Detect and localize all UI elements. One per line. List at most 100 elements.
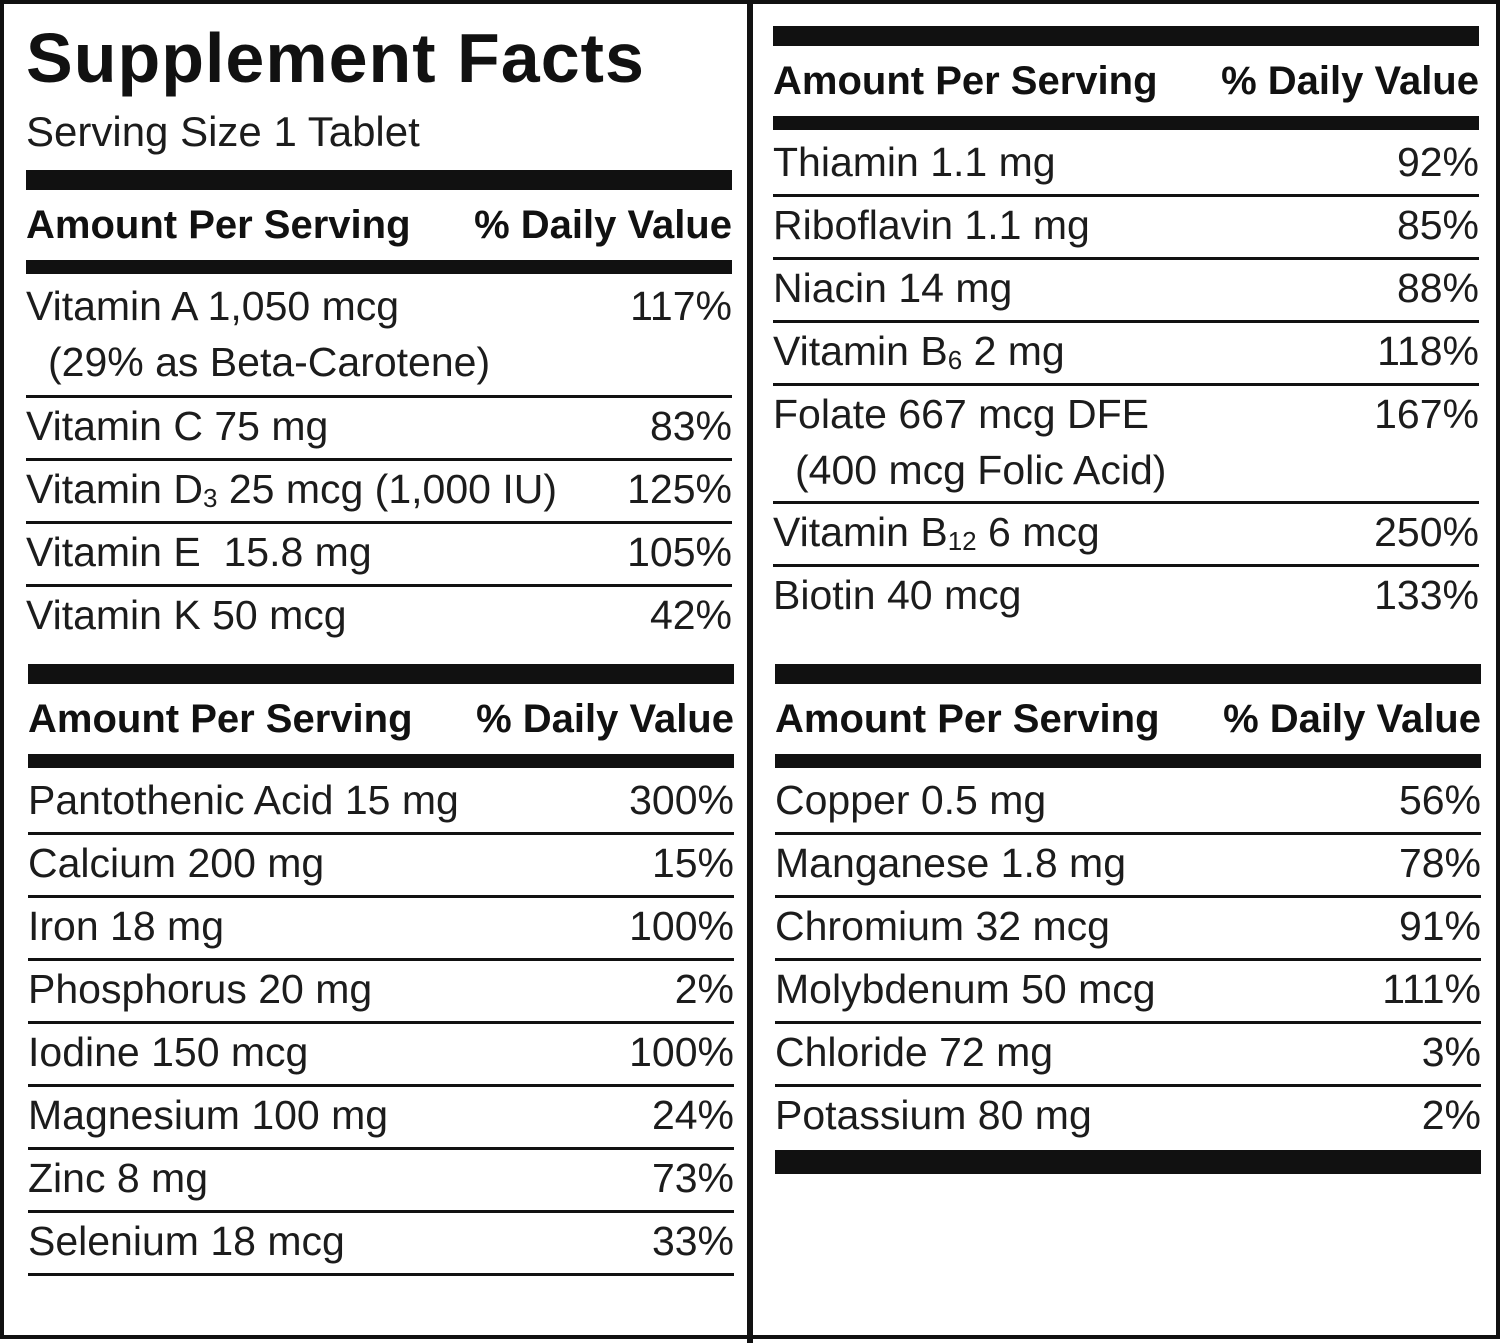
daily-value-header: % Daily Value xyxy=(1223,696,1481,741)
nutrient-name-cell: Vitamin C 75 mg xyxy=(26,398,328,454)
nutrient-name: Vitamin K 50 mcg xyxy=(26,592,347,638)
amount-header: Amount Per Serving xyxy=(775,696,1160,741)
nutrient-row: Magnesium 100 mg 24% xyxy=(28,1087,734,1150)
nutrient-row: Molybdenum 50 mcg 111% xyxy=(775,961,1481,1024)
section-header: Amount Per Serving % Daily Value xyxy=(26,194,732,256)
nutrient-name-cell: Pantothenic Acid 15 mg xyxy=(28,772,459,828)
nutrient-row: Vitamin K 50 mcg 42% xyxy=(26,587,732,650)
nutrient-name-cell: Biotin 40 mcg xyxy=(773,567,1021,623)
daily-value: 85% xyxy=(1396,202,1479,248)
nutrient-name: Folate 667 mcg DFE xyxy=(773,391,1149,437)
daily-value: 33% xyxy=(651,1218,734,1264)
medium-rule xyxy=(775,754,1481,768)
section-header: Amount Per Serving % Daily Value xyxy=(28,688,734,750)
serving-size: Serving Size 1 Tablet xyxy=(26,108,420,155)
nutrient-row: Pantothenic Acid 15 mg 300% xyxy=(28,772,734,835)
nutrient-note: (29% as Beta-Carotene) xyxy=(48,339,491,385)
nutrient-name-cell: Copper 0.5 mg xyxy=(775,772,1046,828)
nutrient-row: Vitamin C 75 mg 83% xyxy=(26,398,732,461)
daily-value: 250% xyxy=(1374,509,1479,555)
nutrient-name: Potassium 80 mg xyxy=(775,1092,1092,1138)
nutrient-name: Manganese 1.8 mg xyxy=(775,840,1127,886)
daily-value: 111% xyxy=(1382,966,1481,1012)
daily-value: 100% xyxy=(629,1029,734,1075)
nutrient-name: Vitamin A 1,050 mcg xyxy=(26,283,400,329)
nutrient-name-cell: Iron 18 mg xyxy=(28,898,224,954)
nutrient-note: (400 mcg Folic Acid) xyxy=(795,447,1167,493)
nutrient-name: Vitamin D3 25 mcg (1,000 IU) xyxy=(26,466,557,513)
daily-value: 105% xyxy=(627,529,732,575)
amount-header: Amount Per Serving xyxy=(26,202,411,247)
nutrient-row: Vitamin A 1,050 mcg (29% as Beta-Carotene… xyxy=(26,278,732,398)
section-header: Amount Per Serving % Daily Value xyxy=(775,688,1481,750)
nutrient-row: Vitamin B6 2 mg 118% xyxy=(773,323,1479,386)
nutrient-name-cell: Molybdenum 50 mcg xyxy=(775,961,1156,1017)
nutrient-row: Chloride 72 mg 3% xyxy=(775,1024,1481,1087)
nutrient-row: Copper 0.5 mg 56% xyxy=(775,772,1481,835)
nutrient-row: Niacin 14 mg 88% xyxy=(773,260,1479,323)
nutrient-name-cell: Magnesium 100 mg xyxy=(28,1087,388,1143)
thick-rule xyxy=(775,664,1481,684)
nutrient-name: Selenium 18 mcg xyxy=(28,1218,345,1264)
daily-value: 133% xyxy=(1374,572,1479,618)
daily-value: 73% xyxy=(651,1155,734,1201)
daily-value: 125% xyxy=(627,466,732,512)
nutrient-name-cell: Phosphorus 20 mg xyxy=(28,961,372,1017)
nutrient-name-cell: Riboflavin 1.1 mg xyxy=(773,197,1090,253)
nutrient-name-cell: Manganese 1.8 mg xyxy=(775,835,1126,891)
daily-value: 100% xyxy=(629,903,734,949)
daily-value: 24% xyxy=(651,1092,734,1138)
daily-value-header: % Daily Value xyxy=(1221,58,1479,103)
nutrient-name-cell: Vitamin B6 2 mg xyxy=(773,323,1065,388)
daily-value: 118% xyxy=(1377,328,1479,374)
nutrient-name-cell: Niacin 14 mg xyxy=(773,260,1012,316)
nutrient-row: Zinc 8 mg 73% xyxy=(28,1150,734,1213)
nutrient-name-cell: Vitamin D3 25 mcg (1,000 IU) xyxy=(26,461,557,526)
nutrient-name: Vitamin B12 6 mcg xyxy=(773,509,1100,556)
nutrient-row: Manganese 1.8 mg 78% xyxy=(775,835,1481,898)
column-divider xyxy=(747,4,753,1343)
page-title: Supplement Facts xyxy=(26,19,645,97)
nutrient-row: Riboflavin 1.1 mg 85% xyxy=(773,197,1479,260)
nutrient-row: Folate 667 mcg DFE (400 mcg Folic Acid) 16… xyxy=(773,386,1479,504)
daily-value: 56% xyxy=(1398,777,1481,823)
nutrient-row: Potassium 80 mg 2% xyxy=(775,1087,1481,1150)
daily-value-header: % Daily Value xyxy=(476,696,734,741)
amount-header: Amount Per Serving xyxy=(773,58,1158,103)
nutrient-name-cell: Folate 667 mcg DFE (400 mcg Folic Acid) xyxy=(773,386,1166,498)
medium-rule xyxy=(773,116,1479,130)
nutrient-name: Vitamin E 15.8 mg xyxy=(26,529,372,575)
nutrient-row: Thiamin 1.1 mg 92% xyxy=(773,134,1479,197)
nutrient-name: Magnesium 100 mg xyxy=(28,1092,389,1138)
nutrient-name-cell: Potassium 80 mg xyxy=(775,1087,1092,1143)
nutrient-name: Vitamin C 75 mg xyxy=(26,403,329,449)
nutrient-name: Riboflavin 1.1 mg xyxy=(773,202,1090,248)
nutrient-name: Biotin 40 mcg xyxy=(773,572,1022,618)
daily-value: 3% xyxy=(1421,1029,1481,1075)
nutrient-name: Chromium 32 mcg xyxy=(775,903,1110,949)
nutrient-name-cell: Chromium 32 mcg xyxy=(775,898,1110,954)
thick-rule xyxy=(26,170,732,190)
nutrient-row: Calcium 200 mg 15% xyxy=(28,835,734,898)
daily-value: 88% xyxy=(1396,265,1479,311)
nutrient-name-cell: Vitamin K 50 mcg xyxy=(26,587,347,643)
daily-value-header: % Daily Value xyxy=(474,202,732,247)
daily-value: 42% xyxy=(649,592,732,638)
daily-value: 15% xyxy=(651,840,734,886)
thick-rule xyxy=(28,664,734,684)
nutrient-name-cell: Chloride 72 mg xyxy=(775,1024,1053,1080)
nutrient-name-cell: Calcium 200 mg xyxy=(28,835,324,891)
nutrient-name: Phosphorus 20 mg xyxy=(28,966,373,1012)
nutrient-row: Vitamin D3 25 mcg (1,000 IU) 125% xyxy=(26,461,732,524)
nutrient-name-cell: Thiamin 1.1 mg xyxy=(773,134,1056,190)
nutrient-row: Iron 18 mg 100% xyxy=(28,898,734,961)
nutrient-name-cell: Selenium 18 mcg xyxy=(28,1213,345,1269)
nutrient-name: Vitamin B6 2 mg xyxy=(773,328,1065,375)
nutrient-name: Iodine 150 mcg xyxy=(28,1029,309,1075)
nutrient-name-cell: Zinc 8 mg xyxy=(28,1150,208,1206)
daily-value: 92% xyxy=(1396,139,1479,185)
daily-value: 2% xyxy=(1421,1092,1481,1138)
thick-rule xyxy=(773,26,1479,46)
nutrient-row: Selenium 18 mcg 33% xyxy=(28,1213,734,1276)
nutrient-row: Vitamin B12 6 mcg 250% xyxy=(773,504,1479,567)
